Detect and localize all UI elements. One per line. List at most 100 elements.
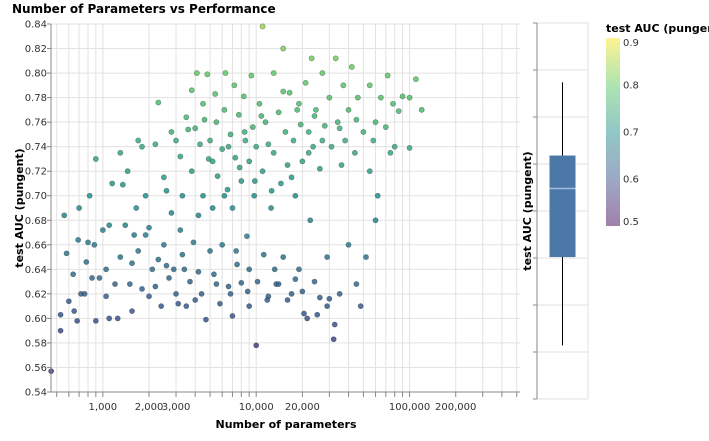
data-point: [229, 313, 236, 319]
data-point: [305, 149, 312, 156]
data-point: [57, 311, 64, 318]
data-point: [413, 76, 419, 83]
data-point: [324, 303, 331, 310]
data-point: [192, 297, 199, 303]
data-point: [213, 281, 220, 287]
data-point: [357, 303, 364, 310]
data-point: [233, 248, 240, 254]
data-point: [181, 266, 188, 273]
data-point: [168, 129, 175, 135]
data-point: [234, 261, 240, 268]
y-tick-label: 0.58: [25, 338, 47, 349]
y-tick-label: 0.70: [25, 191, 47, 202]
data-point: [173, 137, 179, 144]
data-point: [280, 45, 287, 52]
x-tick-label: 2,000: [135, 402, 164, 413]
data-point: [99, 227, 106, 233]
y-tick-label: 0.78: [25, 93, 47, 104]
data-point: [235, 111, 242, 118]
data-point: [310, 143, 317, 150]
data-point: [231, 82, 238, 89]
data-point: [219, 241, 226, 248]
data-point: [316, 294, 323, 301]
data-point: [195, 212, 202, 219]
data-point: [334, 119, 341, 126]
data-point: [363, 254, 369, 260]
data-point: [83, 259, 90, 265]
y-axis-title: test AUC (pungent): [13, 148, 26, 267]
data-point: [370, 137, 377, 144]
y-tick-label: 0.82: [25, 44, 47, 55]
data-point: [316, 165, 323, 172]
data-point: [292, 276, 299, 283]
data-point: [240, 93, 247, 100]
data-point: [103, 293, 110, 300]
data-point: [201, 116, 208, 123]
data-point: [173, 290, 179, 297]
data-point: [377, 94, 384, 101]
data-point: [307, 217, 314, 224]
chart-title: Number of Parameters vs Performance: [12, 2, 276, 16]
data-point: [166, 275, 172, 281]
data-point: [345, 241, 352, 248]
data-point: [395, 108, 402, 114]
data-point: [195, 268, 202, 275]
data-point: [280, 254, 287, 260]
data-point: [188, 87, 195, 94]
data-point: [244, 233, 250, 240]
data-point: [106, 222, 113, 229]
data-point: [190, 239, 197, 246]
data-point: [212, 91, 219, 97]
y-tick-label: 0.56: [25, 363, 47, 374]
box-y-axis-title: test AUC (pungent): [521, 151, 534, 270]
data-point: [211, 271, 217, 278]
grid: [51, 23, 520, 393]
data-point: [260, 251, 267, 258]
data-point: [92, 156, 99, 162]
data-point: [336, 125, 343, 132]
data-point: [160, 174, 167, 181]
data-point: [227, 131, 234, 138]
y-tick-label: 0.60: [25, 314, 47, 325]
data-point: [126, 281, 133, 287]
data-point: [238, 178, 245, 184]
data-point: [112, 281, 118, 287]
data-point: [278, 180, 284, 187]
data-point: [225, 283, 232, 290]
data-point: [200, 100, 206, 107]
data-point: [204, 71, 211, 78]
x-tick-label: 10,000: [239, 402, 274, 413]
data-point: [155, 99, 162, 106]
data-point: [133, 205, 140, 211]
data-point: [197, 141, 203, 148]
y-tick-label: 0.54: [25, 388, 47, 399]
data-point: [296, 100, 302, 107]
data-point: [61, 212, 68, 219]
data-point: [246, 266, 253, 273]
data-point: [308, 55, 315, 62]
data-point: [302, 79, 309, 86]
x-axis-title: Number of parameters: [215, 418, 356, 431]
data-point: [351, 149, 358, 156]
data-point: [70, 271, 77, 278]
data-point: [284, 297, 291, 303]
data-point: [221, 106, 228, 113]
data-point: [253, 342, 260, 349]
data-point: [213, 119, 220, 126]
data-point: [200, 192, 206, 199]
legend-label: 0.8: [623, 81, 639, 92]
data-point: [301, 310, 307, 317]
data-point: [179, 192, 186, 199]
data-point: [286, 89, 293, 96]
data-point: [345, 106, 352, 113]
data-point: [259, 23, 266, 30]
data-point: [89, 275, 95, 281]
data-point: [251, 192, 258, 199]
data-point: [312, 106, 319, 113]
data-point: [275, 109, 282, 116]
data-point: [336, 290, 343, 297]
legend-gradient: [606, 38, 620, 226]
data-point: [353, 116, 360, 123]
data-point: [209, 205, 216, 211]
data-point: [192, 125, 199, 132]
